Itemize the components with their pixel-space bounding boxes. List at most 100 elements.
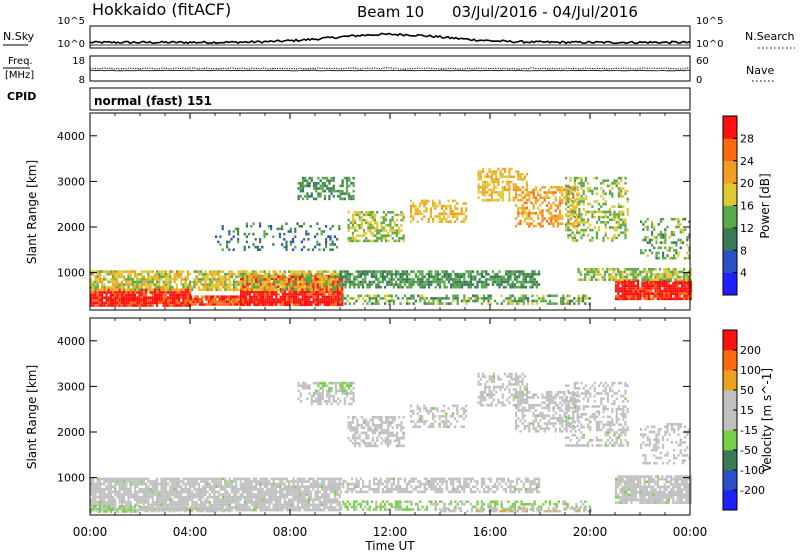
velocity-cell-647	[281, 493, 284, 496]
freq-axis-top: 18	[72, 56, 85, 67]
power-cell-759	[328, 293, 331, 296]
power-cell-3404	[537, 193, 540, 197]
power-cell-2367	[617, 268, 620, 271]
power-cell-346	[220, 298, 223, 301]
power-cell-3001	[398, 226, 401, 230]
power-cell-1170	[687, 295, 690, 298]
velocity-cell-48	[208, 477, 211, 481]
power-cell-1340	[233, 272, 236, 276]
power-cell-246	[145, 301, 148, 305]
power-cell-733	[266, 293, 269, 296]
power-cell-1880	[272, 288, 275, 292]
power-cell-3661	[567, 195, 570, 198]
power-cell-1246	[197, 270, 200, 273]
power-cell-3063	[351, 239, 355, 243]
power-cell-3191	[454, 220, 457, 223]
power-cell-3732	[604, 210, 607, 214]
power-cell-790	[301, 295, 304, 299]
velocity-cell-345	[255, 485, 258, 488]
power-cell-2553	[395, 294, 398, 298]
velocity-cell-429	[222, 488, 225, 491]
power-cell-3058	[398, 237, 401, 240]
power-cell-99	[112, 293, 115, 297]
power-cell-4065	[294, 235, 297, 238]
power-cell-3781	[620, 218, 623, 221]
power-cell-347	[223, 298, 226, 301]
power-cell-3698	[602, 202, 605, 206]
power-cell-2749	[489, 302, 492, 305]
velocity-cell-56	[228, 477, 231, 481]
power-cell-3452	[515, 204, 518, 207]
power-cell-867	[268, 300, 271, 304]
power-cell-1788	[257, 285, 260, 289]
power-cell-3010	[378, 229, 381, 232]
power-cell-3977	[642, 251, 645, 255]
power-cell-3434	[559, 199, 562, 202]
power-cell-929	[310, 303, 313, 307]
power-cell-1328	[202, 272, 205, 276]
power-cell-1155	[648, 295, 651, 298]
power-cell-3524	[528, 217, 531, 220]
power-cell-1288	[325, 270, 328, 273]
power-cell-1191	[661, 297, 664, 301]
velocity-cell-608	[175, 493, 178, 496]
power-cell-1087	[645, 289, 648, 293]
power-cell-1960	[533, 270, 536, 273]
power-cell-1145	[626, 295, 629, 298]
velocity-cell-170	[279, 480, 282, 483]
power-cell-2619	[436, 297, 439, 300]
velocity-cell-609	[178, 493, 181, 496]
power-cell-2329	[456, 285, 459, 289]
power-cell-2656	[579, 297, 582, 300]
velocity-cell-404	[151, 488, 154, 491]
power-cell-1348	[252, 272, 255, 276]
power-cell-752	[310, 293, 313, 296]
power-cell-3861	[573, 236, 576, 240]
power-cell-43	[184, 288, 187, 292]
power-cell-1538	[321, 278, 324, 281]
power-cell-1464	[105, 278, 108, 281]
power-cell-2731	[406, 302, 409, 305]
power-cell-1700	[257, 283, 260, 286]
power-cell-1091	[656, 289, 659, 293]
power-cell-322	[220, 295, 223, 298]
power-cell-1814	[334, 285, 337, 289]
power-cell-2626	[454, 297, 457, 300]
power-cell-1804	[301, 285, 304, 289]
power-cell-2356	[588, 268, 591, 271]
velocity-cell-308	[160, 485, 163, 488]
power-cell-2339	[498, 285, 501, 289]
power-cell-3465	[521, 206, 524, 210]
power-cell-3878	[646, 217, 649, 221]
power-cell-319	[214, 295, 217, 298]
velocity-cell-549	[277, 490, 280, 494]
power-cell-3139	[460, 210, 463, 213]
velocity-cell-411	[171, 488, 174, 491]
power-cell-49	[96, 291, 99, 294]
power-cell-4095	[226, 243, 229, 246]
power-cell-1293	[90, 272, 93, 276]
power-cell-1257	[230, 270, 233, 273]
velocity-cell-756	[301, 495, 304, 499]
power-cell-340	[205, 298, 208, 301]
power-cell-3195	[488, 167, 491, 171]
power-cell-2601	[375, 297, 378, 300]
power-cell-1163	[667, 295, 670, 298]
power-cell-3711	[565, 208, 568, 211]
power-cell-4112	[261, 245, 264, 249]
power-cell-2581	[549, 294, 552, 298]
power-cell-2861	[310, 192, 313, 195]
power-cell-310	[190, 295, 193, 298]
power-cell-3432	[543, 199, 546, 202]
velocity-cell-746	[274, 495, 277, 499]
power-cell-4082	[226, 240, 229, 244]
power-cell-77	[160, 291, 163, 294]
power-cell-888	[314, 300, 317, 304]
power-cell-1088	[648, 289, 651, 293]
power-cell-2699	[520, 299, 523, 303]
power-cell-3261	[506, 180, 509, 184]
power-cell-2393	[592, 270, 596, 274]
power-cell-1390	[134, 275, 137, 279]
velocity-cell-420	[195, 488, 198, 491]
power-cell-2432	[603, 273, 607, 276]
